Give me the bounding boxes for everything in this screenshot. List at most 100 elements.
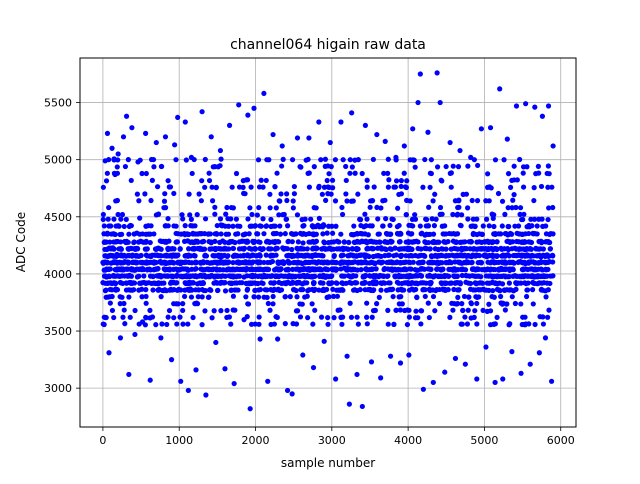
data-point	[390, 216, 396, 223]
data-point	[283, 267, 289, 273]
data-point	[289, 157, 296, 163]
data-point	[505, 205, 511, 211]
data-point	[162, 287, 168, 293]
data-point	[320, 286, 327, 292]
data-point	[323, 197, 329, 203]
data-point	[320, 222, 327, 228]
data-point	[343, 177, 349, 184]
data-point	[365, 232, 371, 238]
data-point	[339, 204, 345, 211]
data-point	[158, 253, 164, 259]
data-point	[403, 212, 409, 218]
data-point	[291, 183, 297, 190]
data-point	[329, 177, 336, 183]
data-point	[228, 287, 235, 293]
data-point	[311, 287, 317, 294]
data-point	[165, 215, 171, 222]
data-point	[330, 230, 336, 236]
data-point	[287, 294, 293, 300]
data-point	[470, 223, 476, 229]
data-point	[232, 239, 238, 246]
data-point	[125, 252, 131, 259]
data-point	[121, 307, 127, 313]
data-point	[216, 245, 222, 252]
data-point	[422, 245, 428, 252]
data-point	[309, 223, 315, 229]
data-point	[189, 170, 195, 177]
data-point	[492, 157, 499, 163]
data-point	[206, 177, 213, 184]
data-point	[290, 198, 296, 204]
data-point	[300, 273, 307, 279]
data-point	[385, 273, 391, 279]
data-point	[437, 99, 443, 106]
data-point	[515, 223, 522, 229]
data-point	[474, 216, 480, 222]
data-point	[387, 280, 393, 286]
data-point	[521, 211, 527, 217]
data-point	[466, 273, 472, 279]
data-point	[153, 322, 159, 328]
data-point	[187, 212, 193, 218]
data-point	[190, 314, 196, 321]
data-point	[174, 321, 180, 327]
data-point	[242, 231, 248, 237]
data-point	[454, 239, 460, 245]
data-point	[272, 231, 278, 237]
data-point	[324, 177, 330, 184]
data-point	[211, 308, 217, 314]
data-point	[272, 246, 278, 252]
data-point	[362, 287, 368, 293]
data-point	[266, 157, 272, 163]
data-point	[474, 376, 480, 382]
data-point	[502, 211, 508, 217]
data-point	[317, 273, 323, 279]
data-point	[127, 314, 133, 320]
data-point	[172, 253, 178, 259]
data-point	[264, 294, 270, 301]
data-point	[300, 223, 306, 229]
data-point	[132, 307, 138, 314]
data-point	[489, 239, 495, 246]
data-point	[143, 280, 149, 286]
data-point	[331, 239, 337, 245]
data-point	[311, 239, 317, 245]
data-point	[330, 286, 336, 292]
data-point	[477, 287, 484, 293]
data-point	[244, 286, 251, 292]
data-point	[326, 294, 332, 300]
data-point	[180, 301, 186, 307]
data-point	[101, 273, 108, 279]
data-point	[427, 184, 433, 190]
data-point	[438, 280, 444, 286]
data-point	[432, 273, 438, 279]
data-point	[387, 259, 393, 265]
data-point	[385, 307, 391, 313]
data-point	[347, 300, 353, 306]
data-point	[349, 164, 355, 170]
data-point	[430, 293, 437, 300]
data-point	[107, 286, 113, 293]
data-point	[154, 184, 161, 190]
data-point	[359, 170, 365, 177]
data-point	[230, 293, 237, 299]
data-point	[162, 191, 168, 197]
data-point	[465, 205, 471, 211]
data-point	[385, 321, 391, 327]
data-point	[550, 273, 556, 279]
data-point	[486, 301, 492, 307]
data-point	[294, 280, 300, 286]
data-point	[465, 216, 471, 222]
data-point	[315, 266, 321, 272]
data-point	[206, 274, 212, 280]
data-point	[361, 259, 367, 265]
data-point	[522, 239, 528, 245]
data-point	[517, 205, 524, 211]
data-point	[115, 157, 121, 163]
data-point	[491, 231, 497, 237]
data-point	[147, 239, 153, 246]
data-point	[129, 125, 135, 131]
data-point	[365, 245, 371, 251]
data-point	[457, 147, 463, 154]
